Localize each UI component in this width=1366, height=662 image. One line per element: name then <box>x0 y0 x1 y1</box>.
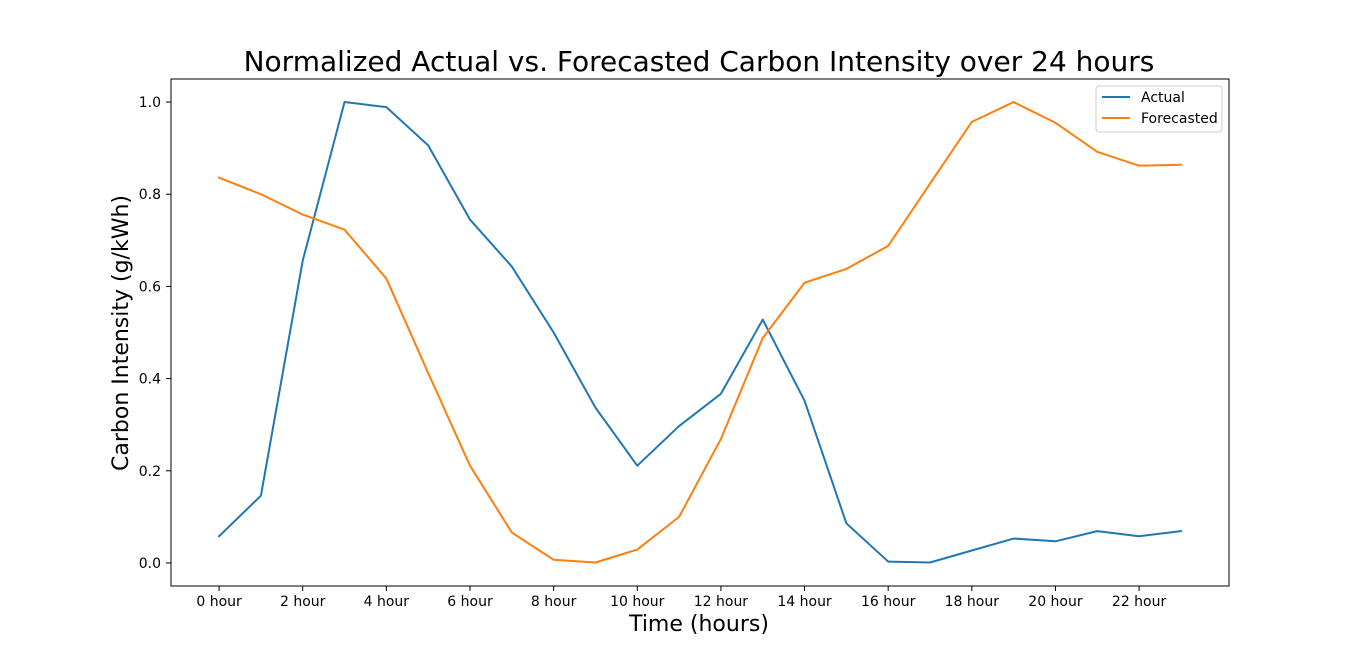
series-line-forecasted <box>217 101 1182 564</box>
x-tick-label: 10 hour <box>610 594 665 610</box>
y-tick-label: 0.6 <box>139 279 161 295</box>
y-axis-ticks: 0.0 0.2 0.4 0.6 0.8 1.0 <box>139 95 171 572</box>
legend-label-actual: Actual <box>1141 90 1185 106</box>
y-tick-label: 0.0 <box>139 556 161 572</box>
x-tick-label: 20 hour <box>1028 594 1083 610</box>
x-tick-label: 18 hour <box>945 594 1000 610</box>
y-tick-label: 0.4 <box>139 372 161 388</box>
y-tick-label: 0.8 <box>139 187 161 203</box>
y-axis-label: Carbon Intensity (g/kWh) <box>109 195 134 471</box>
x-axis-label: Time (hours) <box>628 612 769 637</box>
x-tick-label: 22 hour <box>1112 594 1167 610</box>
x-tick-label: 4 hour <box>364 594 410 610</box>
x-tick-label: 8 hour <box>531 594 577 610</box>
x-tick-label: 6 hour <box>447 594 493 610</box>
x-axis-ticks: 0 hour 2 hour 4 hour 6 hour 8 hour 10 hour 12 … <box>196 586 1166 610</box>
legend: Actual Forecasted <box>1095 85 1223 133</box>
x-tick-label: 16 hour <box>861 594 916 610</box>
x-tick-label: 2 hour <box>280 594 326 610</box>
legend-label-forecasted: Forecasted <box>1141 111 1218 127</box>
plot-area-frame <box>170 78 1230 587</box>
x-tick-label: 0 hour <box>196 594 242 610</box>
x-tick-label: 12 hour <box>694 594 749 610</box>
chart-title: Normalized Actual vs. Forecasted Carbon … <box>244 45 1155 78</box>
series-layer <box>217 101 1183 564</box>
series-line-actual <box>217 101 1183 564</box>
x-tick-label: 14 hour <box>777 594 832 610</box>
y-tick-label: 1.0 <box>139 95 161 111</box>
y-tick-label: 0.2 <box>139 464 161 480</box>
